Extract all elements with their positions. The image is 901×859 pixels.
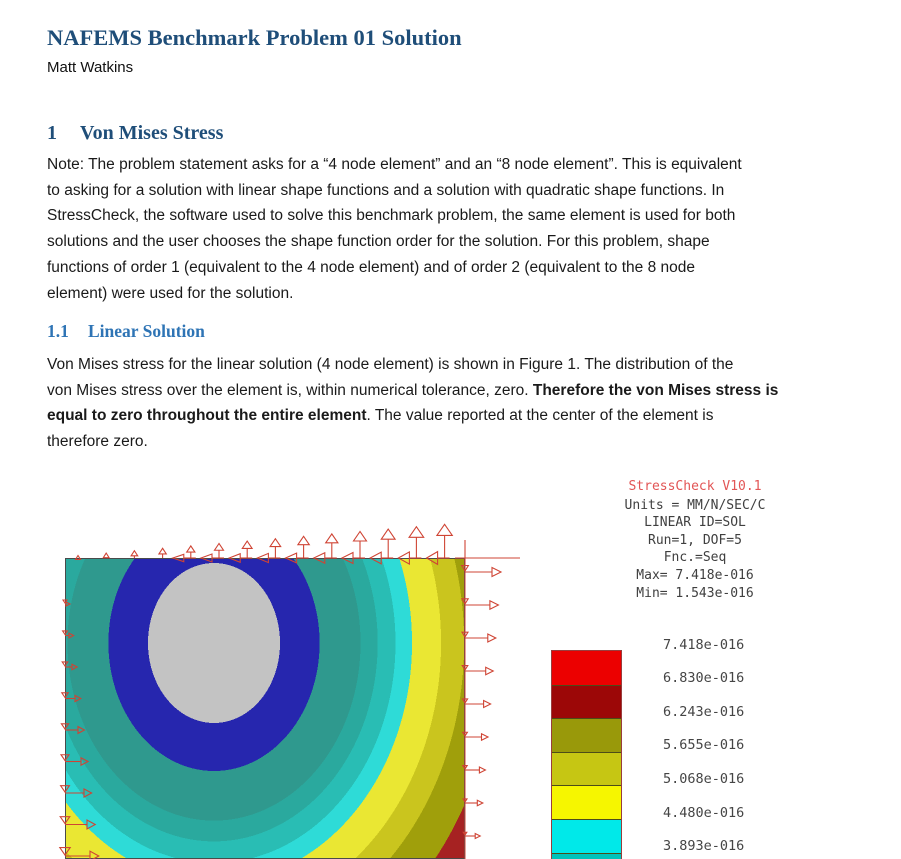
legend-value-label: 3.893e-016: [663, 838, 745, 855]
author-name: Matt Watkins: [47, 59, 134, 76]
contour-plot: [65, 558, 465, 859]
section-number: 1.1: [47, 321, 69, 341]
section-title: Von Mises Stress: [80, 122, 224, 144]
section-heading-linear-solution: 1.1 Linear Solution: [47, 321, 205, 342]
paragraph-linear-solution: Von Mises stress for the linear solution…: [47, 352, 872, 455]
color-legend-labels: 7.418e-016 6.830e-016 6.243e-016 5.655e-…: [663, 629, 773, 859]
paragraph-text: . The value reported at the center of th…: [47, 407, 714, 451]
legend-swatch: [552, 751, 621, 786]
plot-header-line: LINEAR ID=SOL: [644, 515, 746, 531]
plot-header-line: Fnc.=Seq: [663, 550, 727, 566]
plot-header-line: Run=1, DOF=5: [648, 532, 742, 548]
legend-value-label: 5.068e-016: [663, 771, 745, 788]
plot-header: StressCheck V10.1 Units = MM/N/SEC/C LIN…: [595, 478, 795, 602]
plot-header-line: Units = MM/N/SEC/C: [624, 497, 766, 513]
color-legend-bar: [551, 650, 622, 859]
legend-value-label: 6.243e-016: [663, 703, 745, 720]
legend-value-label: 6.830e-016: [663, 670, 745, 687]
legend-swatch: [552, 785, 621, 819]
section-number: 1: [47, 122, 57, 144]
document-title: NAFEMS Benchmark Problem 01 Solution: [47, 25, 462, 50]
section-heading-von-mises: 1 Von Mises Stress: [47, 122, 223, 145]
section-title: Linear Solution: [88, 321, 205, 341]
legend-swatch: [552, 818, 621, 853]
legend-swatch: [552, 651, 621, 685]
legend-value-label: 5.655e-016: [663, 737, 745, 754]
plot-header-line: Min= 1.543e-016: [636, 585, 754, 601]
paragraph-bold-text: Therefore the von Mises stress is equal …: [47, 381, 779, 425]
paragraph-note: Note: The problem statement asks for a “…: [47, 156, 742, 302]
app-version-label: StressCheck V10.1: [628, 479, 762, 494]
paragraph-text: Von Mises stress for the linear solution…: [47, 356, 734, 399]
legend-swatch: [552, 684, 621, 719]
legend-swatch: [552, 852, 621, 859]
legend-value-label: 7.418e-016: [663, 636, 745, 653]
legend-value-label: 4.480e-016: [663, 804, 745, 821]
plot-header-line: Max= 7.418e-016: [636, 567, 754, 583]
legend-swatch: [552, 718, 621, 752]
